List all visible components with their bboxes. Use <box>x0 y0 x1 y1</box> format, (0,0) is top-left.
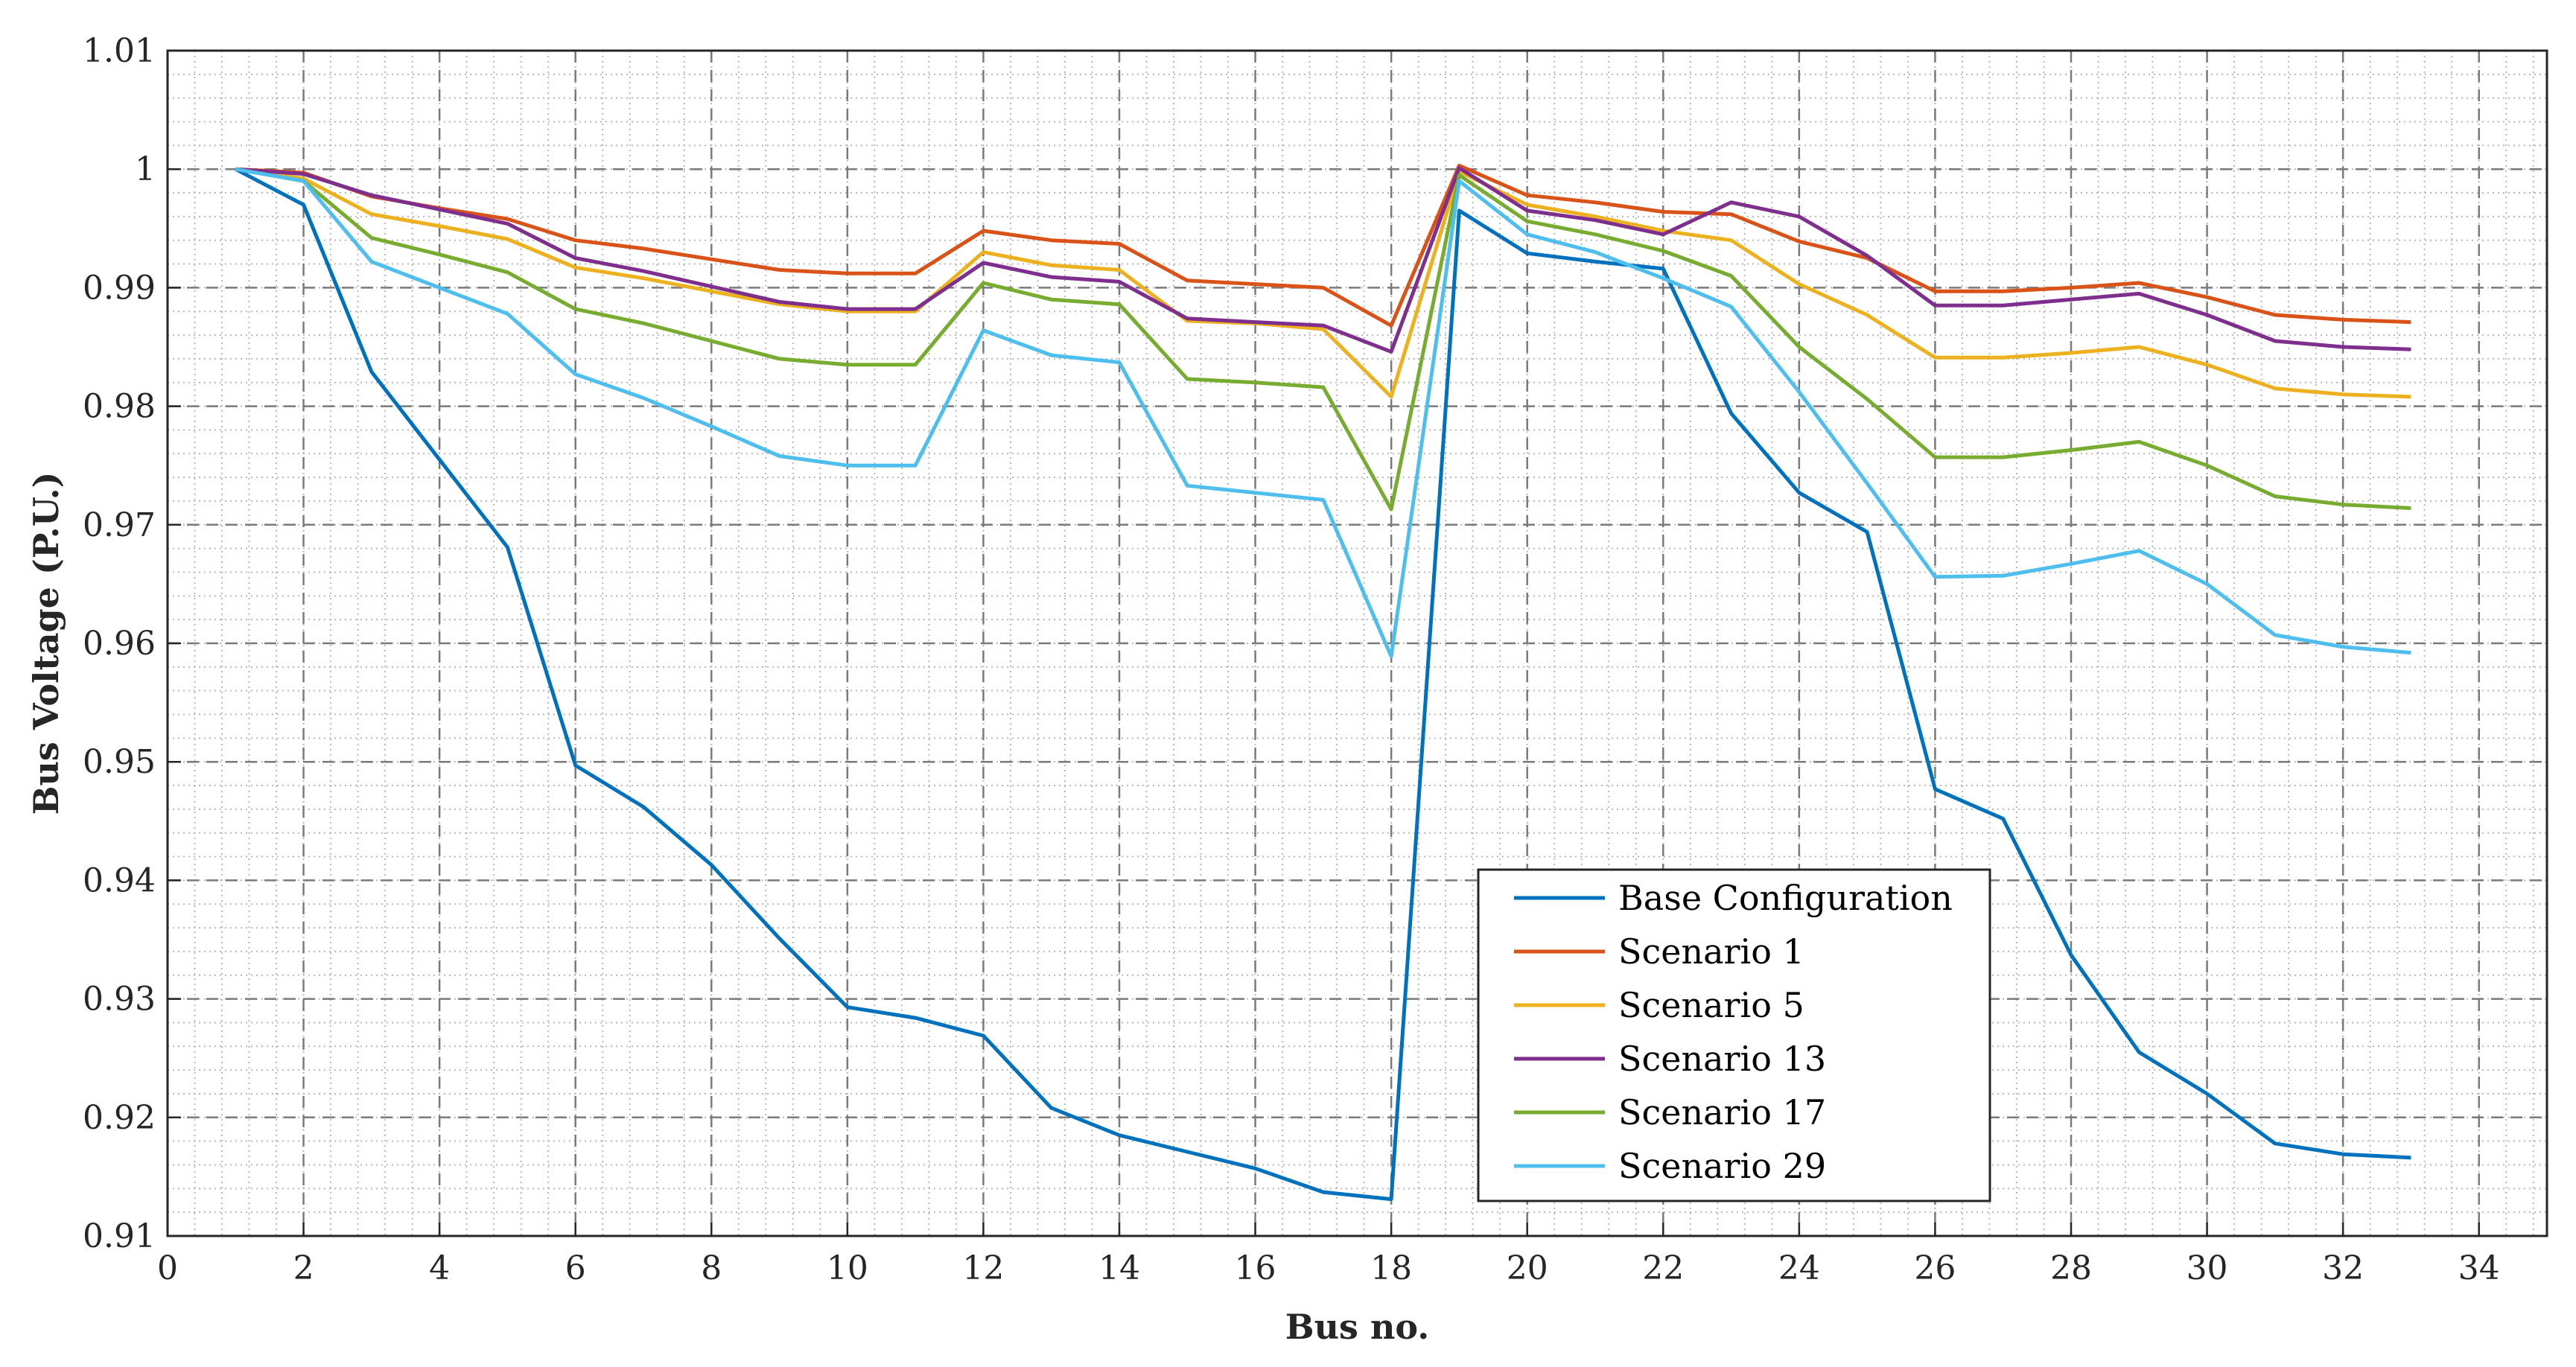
y-tick-label: 0.97 <box>83 506 156 544</box>
legend-label-base-configuration: Base Configuration <box>1618 878 1953 918</box>
y-tick-label: 1.01 <box>83 32 156 70</box>
legend-label-scenario-13: Scenario 13 <box>1618 1039 1826 1079</box>
x-tick-label: 6 <box>565 1249 586 1287</box>
y-tick-label: 0.96 <box>83 625 156 663</box>
y-tick-label: 0.99 <box>83 269 156 307</box>
y-tick-label: 0.95 <box>83 743 156 781</box>
x-axis-label: Bus no. <box>1285 1307 1430 1347</box>
x-tick-label: 24 <box>1778 1249 1820 1287</box>
y-tick-label: 0.94 <box>83 861 156 899</box>
legend-label-scenario-5: Scenario 5 <box>1618 985 1804 1025</box>
x-tick-label: 18 <box>1370 1249 1412 1287</box>
x-tick-label: 32 <box>2322 1249 2364 1287</box>
x-tick-label: 26 <box>1914 1249 1956 1287</box>
series-line-scenario-5 <box>235 167 2411 399</box>
y-tick-label: 0.92 <box>83 1099 156 1137</box>
x-tick-label: 28 <box>2050 1249 2092 1287</box>
x-tick-label: 22 <box>1642 1249 1684 1287</box>
y-tick-label: 1 <box>135 150 156 188</box>
x-tick-label: 2 <box>293 1249 314 1287</box>
x-tick-label: 4 <box>429 1249 450 1287</box>
legend-box <box>1477 868 1991 1202</box>
x-tick-label: 10 <box>827 1249 868 1287</box>
series-line-scenario-13 <box>235 166 2411 354</box>
x-tick-label: 16 <box>1235 1249 1276 1287</box>
y-tick-label: 0.98 <box>83 388 156 426</box>
legend: Base Configuration Scenario 1 Scenario 5 Sc… <box>1477 868 1991 1202</box>
series-line-scenario-29 <box>235 167 2411 658</box>
x-tick-label: 30 <box>2187 1249 2228 1287</box>
legend-label-scenario-17: Scenario 17 <box>1618 1092 1826 1132</box>
legend-label-scenario-1: Scenario 1 <box>1618 931 1804 972</box>
y-axis-label: Bus Voltage (P.U.) <box>26 472 66 815</box>
series-lines <box>235 163 2411 1202</box>
y-tick-label: 0.91 <box>83 1217 156 1255</box>
y-axis-ticks: 0.91 0.92 0.93 0.94 0.95 0.96 0.97 0.98 0.99 1 1.0… <box>83 32 181 1255</box>
x-tick-label: 8 <box>701 1249 722 1287</box>
series-line-scenario-17 <box>235 167 2411 512</box>
x-tick-label: 14 <box>1098 1249 1140 1287</box>
x-axis-ticks: 0 2 4 6 8 10 12 14 16 18 20 22 24 26 28 30 32 34 <box>157 1223 2500 1287</box>
x-tick-label: 0 <box>157 1249 178 1287</box>
series-line-scenario-1 <box>235 163 2411 328</box>
y-tick-label: 0.93 <box>83 981 156 1019</box>
legend-label-scenario-29: Scenario 29 <box>1618 1146 1826 1186</box>
x-tick-label: 20 <box>1507 1249 1548 1287</box>
series-line-base-configuration <box>235 167 2411 1202</box>
x-tick-label: 12 <box>962 1249 1004 1287</box>
x-tick-label: 34 <box>2458 1249 2500 1287</box>
